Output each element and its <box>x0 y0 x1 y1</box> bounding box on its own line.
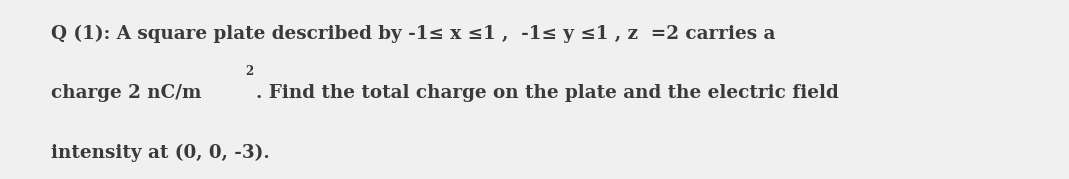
Text: . Find the total charge on the plate and the electric field: . Find the total charge on the plate and… <box>255 84 839 102</box>
Text: charge 2 nC/m: charge 2 nC/m <box>51 84 202 102</box>
Text: intensity at (0, 0, -3).: intensity at (0, 0, -3). <box>51 143 270 161</box>
Text: Q (1): A square plate described by -1≤ x ≤1 ,  -1≤ y ≤1 , z  =2 carries a: Q (1): A square plate described by -1≤ x… <box>51 25 776 43</box>
Text: 2: 2 <box>246 65 253 78</box>
